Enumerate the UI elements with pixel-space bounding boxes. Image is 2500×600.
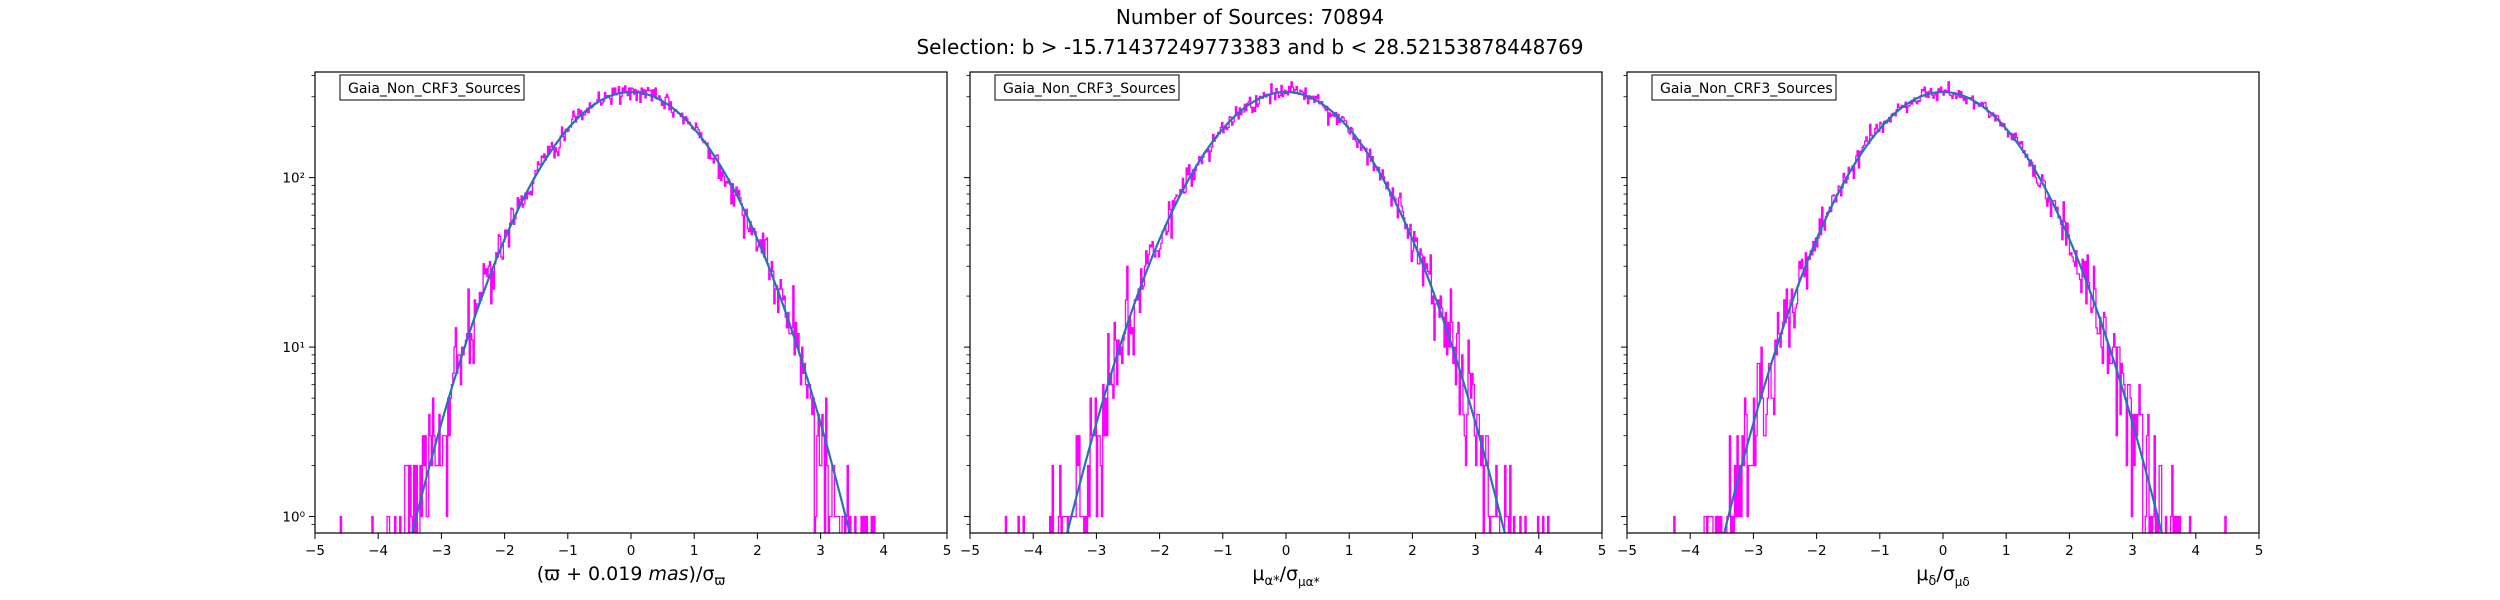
x-axis-label-part: )/σ (689, 563, 715, 585)
x-axis-label: (ϖ + 0.019 mas)/σϖ (537, 563, 726, 589)
x-tick-label: −1 (1213, 543, 1233, 559)
x-axis-label: μδ/σμδ (1916, 563, 1970, 589)
x-axis-label-part: δ (1928, 574, 1936, 589)
x-tick-label: −4 (1023, 543, 1043, 559)
x-tick-label: 3 (2128, 543, 2137, 559)
x-tick-label: 2 (753, 543, 762, 559)
x-tick-label: 0 (1939, 543, 1948, 559)
x-tick-label: −1 (1870, 543, 1890, 559)
gaussian-fit-line (1066, 90, 1506, 533)
x-axis-label-part: ϖ (714, 574, 725, 589)
x-axis-label-part: μ (1252, 563, 1264, 585)
x-axis-label-part: μδ (1955, 575, 1970, 589)
x-tick-label: 5 (2255, 543, 2264, 559)
x-tick-label: 4 (880, 543, 889, 559)
x-tick-label: −3 (1086, 543, 1106, 559)
x-tick-label: −5 (960, 543, 980, 559)
y-tick-label: 10² (282, 171, 305, 187)
y-tick-label: 10¹ (282, 340, 305, 356)
chart-panel-1: −5 −4 −3 −2 −1 0 1 2 3 4 5 10⁰ 10¹ 10² Gaia_Non_CRF3_S… (282, 71, 952, 589)
x-axis-label-part: α* (1265, 574, 1281, 589)
x-axis-label-part: mas (648, 563, 688, 585)
x-tick-label: 2 (2065, 543, 2074, 559)
x-axis-label-part: (ϖ + 0.019 (537, 563, 649, 585)
legend-label: Gaia_Non_CRF3_Sources (348, 81, 521, 97)
x-axis-label-part: μ (1916, 563, 1928, 585)
histogram-series (1673, 81, 2227, 533)
x-axis-label-part: μα* (1298, 575, 1320, 589)
x-tick-label: 0 (1282, 543, 1291, 559)
legend-label: Gaia_Non_CRF3_Sources (1003, 81, 1176, 97)
gaussian-fit-line (411, 90, 851, 533)
x-tick-label: −2 (495, 543, 515, 559)
figure-title-line1: Number of Sources: 70894 (1116, 5, 1384, 29)
x-tick-label: −2 (1807, 543, 1827, 559)
x-tick-label: 3 (1471, 543, 1480, 559)
x-tick-label: −3 (1743, 543, 1763, 559)
chart-panel-2: −5 −4 −3 −2 −1 0 1 2 3 4 5 Gaia_Non_CRF3_Sources μα*… (960, 71, 1607, 589)
x-tick-label: 1 (2002, 543, 2011, 559)
x-tick-label: −4 (368, 543, 388, 559)
histogram-series (1004, 81, 1550, 533)
x-tick-label: 4 (2192, 543, 2201, 559)
x-axis-label: μα*/σμα* (1252, 563, 1319, 589)
figure-title-line2: Selection: b > -15.71437249773383 and b … (916, 35, 1583, 59)
x-tick-label: 3 (816, 543, 825, 559)
chart-panels: −5 −4 −3 −2 −1 0 1 2 3 4 5 10⁰ 10¹ 10² Gaia_Non_CRF3_S… (282, 71, 2264, 589)
x-tick-label: 5 (1598, 543, 1607, 559)
legend-box (1651, 74, 1837, 101)
gaussian-fit-line (1723, 90, 2163, 533)
x-tick-label: −3 (431, 543, 451, 559)
axes-frame (1626, 71, 2260, 534)
x-tick-label: 0 (627, 543, 636, 559)
y-tick-label: 10⁰ (282, 510, 305, 526)
legend-label: Gaia_Non_CRF3_Sources (1660, 81, 1833, 97)
axes-frame (969, 71, 1603, 534)
axes-frame (314, 71, 948, 534)
chart-panel-3: −5 −4 −3 −2 −1 0 1 2 3 4 5 Gaia_Non_CRF3_Sources μδ/… (1617, 71, 2264, 589)
histogram-series (339, 85, 876, 533)
x-axis-label-part: /σ (1280, 563, 1298, 585)
x-tick-label: −5 (1617, 543, 1637, 559)
legend-box (994, 74, 1180, 101)
x-axis-label-part: /σ (1936, 563, 1954, 585)
x-tick-label: 2 (1408, 543, 1417, 559)
x-tick-label: 1 (1345, 543, 1354, 559)
x-tick-label: 5 (943, 543, 952, 559)
x-tick-label: −2 (1150, 543, 1170, 559)
x-tick-label: 4 (1535, 543, 1544, 559)
x-tick-label: −5 (305, 543, 325, 559)
x-tick-label: −1 (558, 543, 578, 559)
legend-box (339, 74, 525, 101)
x-tick-label: −4 (1680, 543, 1700, 559)
x-tick-label: 1 (690, 543, 699, 559)
